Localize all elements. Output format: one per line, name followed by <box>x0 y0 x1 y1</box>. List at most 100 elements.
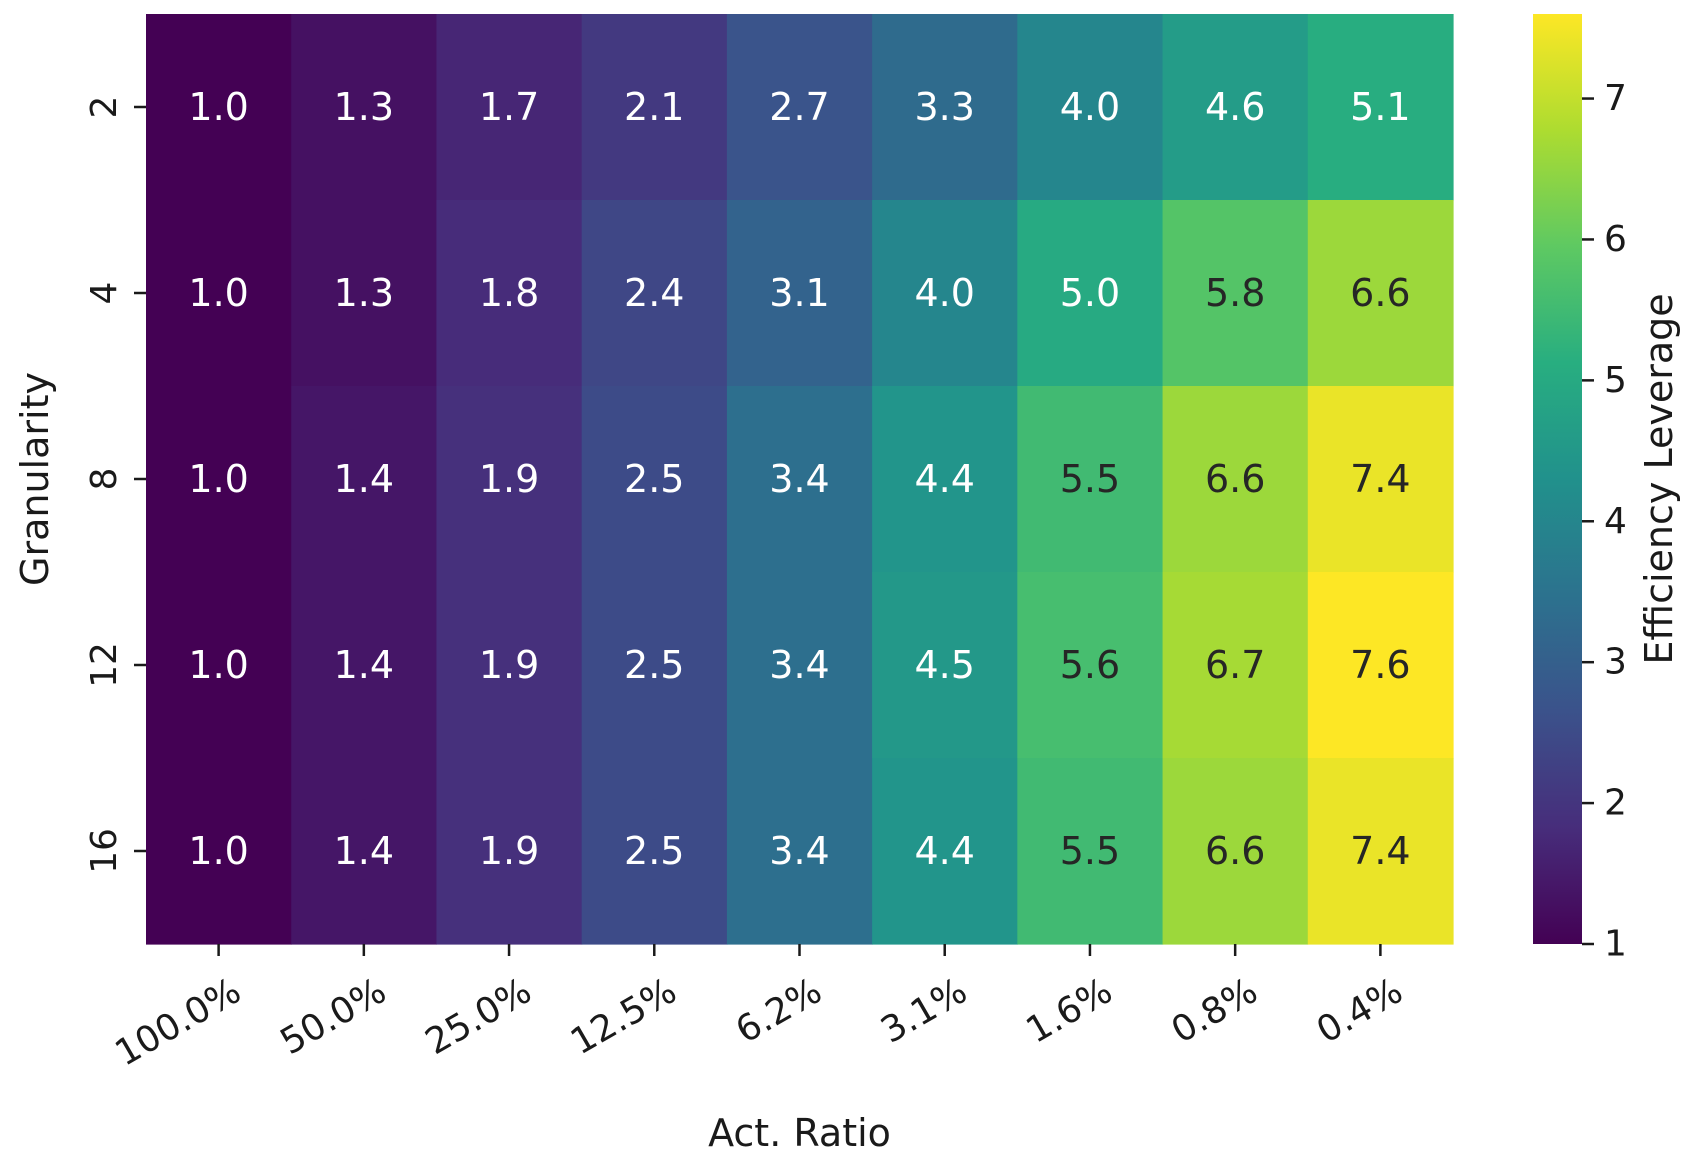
heatmap-cell <box>146 572 292 759</box>
y-tick-label: 16 <box>84 828 125 874</box>
cell-value-label: 1.3 <box>334 271 394 315</box>
heatmap-cell <box>291 386 438 573</box>
colorbar-tick-label: 2 <box>1604 783 1627 824</box>
cell-value-label: 7.6 <box>1350 643 1410 687</box>
heatmap-cell <box>726 386 873 573</box>
colorbar-tick-label: 4 <box>1604 501 1627 542</box>
cell-value-label: 6.7 <box>1205 643 1265 687</box>
cell-value-label: 4.0 <box>915 271 975 315</box>
heatmap-cell <box>291 758 438 945</box>
x-tick-label: 50.0% <box>274 970 394 1063</box>
cell-value-label: 1.8 <box>479 271 539 315</box>
heatmap-cell <box>436 758 583 945</box>
cell-value-label: 1.3 <box>334 85 394 129</box>
cell-value-label: 5.5 <box>1060 457 1120 501</box>
x-tick-label: 12.5% <box>564 970 684 1063</box>
cell-value-label: 4.4 <box>915 457 975 501</box>
cell-value-label: 3.4 <box>769 457 829 501</box>
cell-value-label: 1.0 <box>188 643 248 687</box>
cell-value-label: 1.4 <box>334 457 394 501</box>
y-tick-label: 12 <box>84 642 125 688</box>
heatmap-cell <box>146 14 292 201</box>
heatmap-cell <box>872 386 1018 573</box>
heatmap-cell <box>146 386 292 573</box>
heatmap-cell <box>436 14 583 201</box>
colorbar-tick-label: 5 <box>1604 360 1627 401</box>
colorbar-tick-label: 7 <box>1604 78 1627 119</box>
y-tick-label: 4 <box>84 282 125 305</box>
heatmap-cell <box>291 200 438 387</box>
heatmap-cell <box>726 14 873 201</box>
x-tick-label: 3.1% <box>874 970 974 1051</box>
cell-value-label: 1.9 <box>479 829 539 873</box>
cell-value-label: 2.4 <box>624 271 684 315</box>
heatmap-cell <box>581 572 728 759</box>
colorbar-gradient <box>1533 14 1582 944</box>
heatmap-cell <box>436 572 583 759</box>
heatmap-cell <box>1307 572 1454 759</box>
cell-value-label: 3.4 <box>769 643 829 687</box>
heatmap-cell <box>1017 386 1164 573</box>
cell-value-label: 5.6 <box>1060 643 1120 687</box>
x-tick-label: 0.8% <box>1165 970 1265 1051</box>
heatmap-cell <box>1017 572 1164 759</box>
heatmap-cell <box>1307 758 1454 945</box>
colorbar-tick-label: 6 <box>1604 219 1627 260</box>
heatmap-cell <box>291 14 438 201</box>
heatmap-cell <box>1162 200 1309 387</box>
heatmap-cell <box>436 200 583 387</box>
cell-value-label: 1.9 <box>479 457 539 501</box>
heatmap-cell <box>1017 758 1164 945</box>
colorbar-tick-label: 1 <box>1604 924 1627 965</box>
cell-value-label: 1.9 <box>479 643 539 687</box>
colorbar: 1 2 3 4 5 6 7 Efficiency Leverage <box>1533 14 1681 965</box>
cell-value-label: 5.8 <box>1205 271 1265 315</box>
colorbar-ticks: 1 2 3 4 5 6 7 <box>1582 78 1627 965</box>
heatmap-cell <box>1162 386 1309 573</box>
heatmap-cell <box>1307 386 1454 573</box>
heatmap-cell <box>872 572 1018 759</box>
heatmap-cell <box>1017 200 1164 387</box>
cell-value-label: 3.3 <box>915 85 975 129</box>
heatmap-cell <box>726 758 873 945</box>
cell-value-label: 4.5 <box>915 643 975 687</box>
heatmap-cell <box>1162 14 1309 201</box>
x-axis-title: Act. Ratio <box>708 1111 891 1155</box>
cell-value-label: 1.4 <box>334 643 394 687</box>
heatmap-cell <box>146 200 292 387</box>
cell-value-label: 7.4 <box>1350 829 1410 873</box>
y-axis: 2 4 8 12 16 <box>84 96 146 874</box>
cell-value-label: 6.6 <box>1350 271 1410 315</box>
heatmap-cell <box>1307 14 1454 201</box>
cell-value-label: 1.4 <box>334 829 394 873</box>
x-tick-label: 100.0% <box>109 970 248 1074</box>
x-tick-label: 1.6% <box>1020 970 1120 1051</box>
x-tick-label: 25.0% <box>419 970 539 1063</box>
cell-value-label: 2.7 <box>769 85 829 129</box>
cell-value-label: 6.6 <box>1205 457 1265 501</box>
heatmap-cell <box>581 758 728 945</box>
cell-value-label: 2.5 <box>624 457 684 501</box>
x-tick-label: 6.2% <box>729 970 829 1051</box>
heatmap-cell <box>436 386 583 573</box>
heatmap-cells: 1.0 1.3 1.7 2.1 2.7 3.3 4.0 4.6 5.1 1.0 1.3 1.8 2.4 3… <box>146 14 1454 945</box>
heatmap-cell <box>581 200 728 387</box>
heatmap-cell <box>872 758 1018 945</box>
heatmap-cell <box>291 572 438 759</box>
cell-value-label: 4.6 <box>1205 85 1265 129</box>
heatmap-cell <box>726 572 873 759</box>
colorbar-tick-label: 3 <box>1604 642 1627 683</box>
x-axis: 100.0% 50.0% 25.0% 12.5% 6.2% 3.1% 1.6% 0.8% 0.4… <box>109 944 1410 1075</box>
heatmap-cell <box>1017 14 1164 201</box>
heatmap-cell <box>1162 572 1309 759</box>
cell-value-label: 1.0 <box>188 829 248 873</box>
cell-value-label: 2.5 <box>624 829 684 873</box>
cell-value-label: 1.7 <box>479 85 539 129</box>
cell-value-label: 1.0 <box>188 85 248 129</box>
cell-value-label: 3.4 <box>769 829 829 873</box>
y-axis-title: Granularity <box>13 372 57 586</box>
cell-value-label: 4.0 <box>1060 85 1120 129</box>
cell-value-label: 1.0 <box>188 457 248 501</box>
heatmap-cell <box>1307 200 1454 387</box>
